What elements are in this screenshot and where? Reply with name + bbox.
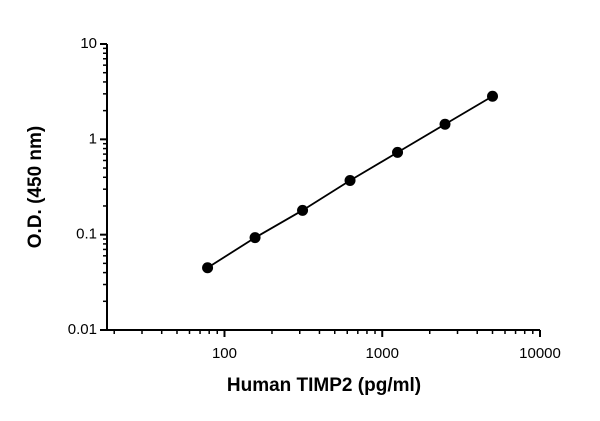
x-tick-label: 100	[212, 345, 237, 362]
data-point	[439, 118, 451, 130]
data-point	[202, 262, 214, 274]
x-tick-label: 10000	[519, 345, 561, 362]
x-axis-title: Human TIMP2 (pg/ml)	[227, 375, 421, 396]
y-axis-title: O.D. (450 nm)	[25, 126, 46, 248]
y-tick-label: 1	[89, 130, 97, 147]
y-tick-label: 0.1	[76, 226, 97, 243]
x-tick-label: 1000	[366, 345, 399, 362]
data-point	[249, 232, 261, 244]
data-point	[392, 146, 404, 158]
y-tick-label: 10	[80, 35, 97, 52]
data-point	[344, 174, 356, 186]
y-tick-label: 0.01	[68, 321, 97, 338]
data-point	[297, 204, 309, 216]
data-point	[487, 90, 499, 102]
